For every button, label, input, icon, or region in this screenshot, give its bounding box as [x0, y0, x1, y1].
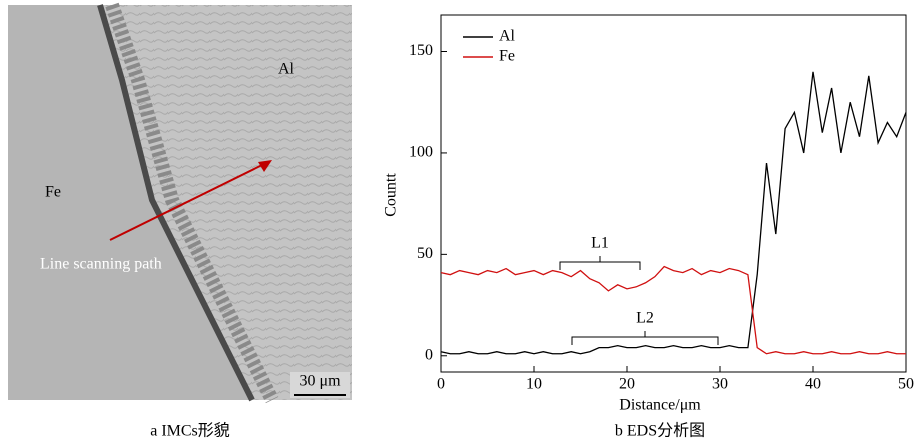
x-axis-label: Distance/μm	[619, 397, 701, 414]
scale-label: 30 μm	[299, 373, 341, 390]
x-tick-label: 40	[805, 376, 821, 393]
data-line	[440, 265, 906, 355]
imc-layer	[105, 2, 279, 404]
annotation: L1	[591, 235, 609, 252]
micrograph: Fe Al Line scanning path 30 μm	[8, 2, 352, 404]
y-tick-label: 0	[425, 346, 433, 363]
x-tick-label: 30	[712, 376, 728, 393]
interface	[97, 4, 255, 402]
x-tick-label: 10	[526, 376, 542, 393]
legend-label: Fe	[499, 48, 515, 65]
caption: a IMCs形貌	[150, 422, 230, 440]
scale-box	[290, 372, 350, 398]
x-tick-label: 20	[619, 376, 635, 393]
y-tick-label: 50	[417, 245, 433, 262]
legend-label: Al	[499, 28, 516, 45]
annotation: L2	[636, 310, 654, 327]
image-label: Line scanning path	[40, 256, 162, 273]
arrow	[109, 164, 263, 241]
arrow-head	[258, 160, 272, 172]
x-tick-label: 0	[437, 376, 445, 393]
image-label: Al	[278, 61, 295, 78]
caption: b EDS分析图	[615, 422, 705, 440]
fe-region	[8, 5, 250, 400]
y-tick-label: 150	[409, 42, 433, 59]
bracket	[571, 331, 719, 345]
y-tick-label: 100	[409, 144, 433, 161]
image-label: Fe	[45, 184, 61, 201]
data-line	[440, 71, 907, 355]
bracket	[559, 256, 641, 270]
y-axis-label: Countt	[383, 173, 400, 217]
plot-frame	[440, 14, 907, 373]
x-tick-label: 50	[898, 376, 914, 393]
